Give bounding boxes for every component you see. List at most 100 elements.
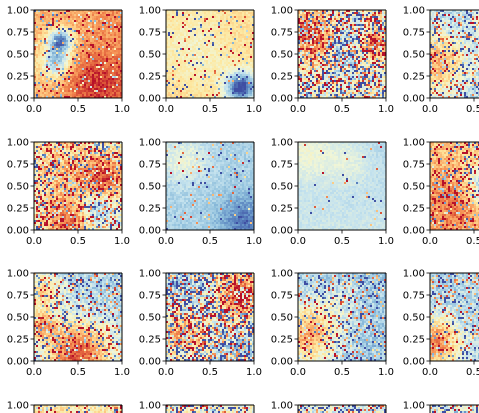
axes-frame-r4c1 bbox=[33, 404, 123, 413]
x-tick-label: 0.0 bbox=[26, 367, 42, 378]
x-tick-label: 0.0 bbox=[422, 236, 438, 247]
y-tick-label: 0.00 bbox=[7, 94, 29, 105]
y-tick-label: 1.00 bbox=[403, 401, 425, 412]
y-tick-label: 0.50 bbox=[7, 50, 29, 61]
heatmap-image-r3c3 bbox=[298, 273, 386, 361]
panel-r1c2: 0.00 0.25 0.50 0.75 1.00 0.0 0.5 1.0 bbox=[139, 6, 262, 115]
y-tick-label: 0.25 bbox=[7, 204, 29, 215]
y-tick-label: 0.50 bbox=[403, 50, 425, 61]
y-tick-label: 0.25 bbox=[271, 335, 293, 346]
panels-layer: 0.00 0.25 0.50 0.75 1.00 0.0 0.5 1.0 0.00 0.25 0.5… bbox=[7, 6, 479, 413]
y-tick-label: 1.00 bbox=[139, 401, 161, 412]
heatmap-image-r4c3 bbox=[298, 405, 386, 413]
y-tick-label: 1.00 bbox=[271, 6, 293, 17]
y-tick-label: 0.75 bbox=[7, 28, 29, 39]
y-tick-label: 0.75 bbox=[7, 160, 29, 171]
y-tick-label: 0.75 bbox=[271, 291, 293, 302]
y-tick-label: 0.00 bbox=[403, 357, 425, 368]
y-tick-label: 0.00 bbox=[403, 226, 425, 237]
y-tick-label: 0.25 bbox=[139, 72, 161, 83]
y-tick-label: 0.75 bbox=[139, 28, 161, 39]
y-tick-label: 0.00 bbox=[139, 94, 161, 105]
panel-r2c3: 0.00 0.25 0.50 0.75 1.00 0.0 0.5 1.0 bbox=[271, 138, 394, 247]
y-tick-label: 0.25 bbox=[403, 72, 425, 83]
heatmap-image-r3c4 bbox=[430, 273, 479, 361]
x-tick-label: 0.5 bbox=[334, 104, 350, 115]
y-tick-label: 0.75 bbox=[403, 160, 425, 171]
y-tick-label: 0.75 bbox=[403, 28, 425, 39]
panel-r3c2: 0.00 0.25 0.50 0.75 1.00 0.0 0.5 1.0 bbox=[139, 269, 262, 378]
panel-r4c3: 1.00 bbox=[271, 401, 387, 413]
y-tick-label: 0.50 bbox=[139, 313, 161, 324]
heatmap-image-r1c2 bbox=[166, 10, 254, 98]
panel-r4c1: 1.00 bbox=[7, 401, 123, 413]
x-tick-label: 0.0 bbox=[290, 236, 306, 247]
y-tick-label: 0.25 bbox=[7, 72, 29, 83]
y-tick-label: 1.00 bbox=[271, 269, 293, 280]
y-tick-label: 0.25 bbox=[271, 204, 293, 215]
y-tick-label: 0.25 bbox=[7, 335, 29, 346]
panel-r4c4: 1.00 bbox=[403, 401, 479, 413]
y-tick-label: 0.00 bbox=[7, 357, 29, 368]
x-tick-label: 0.5 bbox=[70, 367, 86, 378]
heatmap-image-r4c1 bbox=[34, 405, 122, 413]
heatmap-image-r1c1 bbox=[34, 10, 122, 98]
y-tick-label: 0.50 bbox=[403, 313, 425, 324]
y-tick-label: 1.00 bbox=[7, 138, 29, 149]
y-tick-label: 0.25 bbox=[403, 204, 425, 215]
axes-frame-r4c4 bbox=[429, 404, 479, 413]
y-tick-label: 1.00 bbox=[403, 138, 425, 149]
heatmap-image-r2c3 bbox=[298, 142, 386, 230]
x-tick-label: 0.0 bbox=[26, 104, 42, 115]
axes-frame-r4c2 bbox=[165, 404, 255, 413]
y-tick-label: 0.00 bbox=[403, 94, 425, 105]
x-tick-label: 1.0 bbox=[114, 236, 130, 247]
x-tick-label: 0.5 bbox=[334, 367, 350, 378]
panel-r3c3: 0.00 0.25 0.50 0.75 1.00 0.0 0.5 1.0 bbox=[271, 269, 394, 378]
y-tick-label: 0.00 bbox=[271, 357, 293, 368]
x-tick-label: 1.0 bbox=[114, 104, 130, 115]
x-tick-label: 0.5 bbox=[70, 236, 86, 247]
y-tick-label: 0.50 bbox=[7, 182, 29, 193]
panel-r3c1: 0.00 0.25 0.50 0.75 1.00 0.0 0.5 1.0 bbox=[7, 269, 130, 378]
x-tick-label: 0.0 bbox=[158, 104, 174, 115]
panel-r2c1: 0.00 0.25 0.50 0.75 1.00 0.0 0.5 1.0 bbox=[7, 138, 130, 247]
y-tick-label: 0.50 bbox=[271, 313, 293, 324]
x-tick-label: 0.5 bbox=[202, 236, 218, 247]
y-tick-label: 0.25 bbox=[271, 72, 293, 83]
x-tick-label: 0.0 bbox=[26, 236, 42, 247]
y-tick-label: 0.25 bbox=[403, 335, 425, 346]
x-tick-label: 0.5 bbox=[334, 236, 350, 247]
y-tick-label: 0.75 bbox=[139, 160, 161, 171]
panel-r1c4: 0.00 0.25 0.50 0.75 1.00 0.0 0.5 bbox=[403, 6, 479, 115]
x-tick-label: 0.0 bbox=[290, 104, 306, 115]
panel-r1c3: 0.00 0.25 0.50 0.75 1.00 0.0 0.5 1.0 bbox=[271, 6, 394, 115]
y-tick-label: 1.00 bbox=[403, 269, 425, 280]
y-tick-label: 0.75 bbox=[271, 160, 293, 171]
y-tick-label: 0.50 bbox=[139, 50, 161, 61]
x-tick-label: 0.5 bbox=[466, 367, 479, 378]
heatmap-image-r2c2 bbox=[166, 142, 254, 230]
y-tick-label: 1.00 bbox=[7, 269, 29, 280]
x-tick-label: 1.0 bbox=[378, 367, 394, 378]
x-tick-label: 1.0 bbox=[378, 104, 394, 115]
y-tick-label: 0.00 bbox=[139, 226, 161, 237]
panel-r1c1: 0.00 0.25 0.50 0.75 1.00 0.0 0.5 1.0 bbox=[7, 6, 130, 115]
heatmap-image-r1c4 bbox=[430, 10, 479, 98]
panel-r4c2: 1.00 bbox=[139, 401, 255, 413]
heatmap-image-r3c1 bbox=[34, 273, 122, 361]
y-tick-label: 0.00 bbox=[7, 226, 29, 237]
x-tick-label: 0.5 bbox=[202, 367, 218, 378]
x-tick-label: 0.0 bbox=[158, 236, 174, 247]
x-tick-label: 1.0 bbox=[378, 236, 394, 247]
x-tick-label: 0.5 bbox=[70, 104, 86, 115]
heatmap-image-r4c2 bbox=[166, 405, 254, 413]
y-tick-label: 0.75 bbox=[7, 291, 29, 302]
x-tick-label: 0.0 bbox=[290, 367, 306, 378]
x-tick-label: 0.0 bbox=[422, 104, 438, 115]
y-tick-label: 0.50 bbox=[271, 50, 293, 61]
heatmap-image-r2c1 bbox=[34, 142, 122, 230]
heatmap-image-r1c3 bbox=[298, 10, 386, 98]
y-tick-label: 0.75 bbox=[271, 28, 293, 39]
